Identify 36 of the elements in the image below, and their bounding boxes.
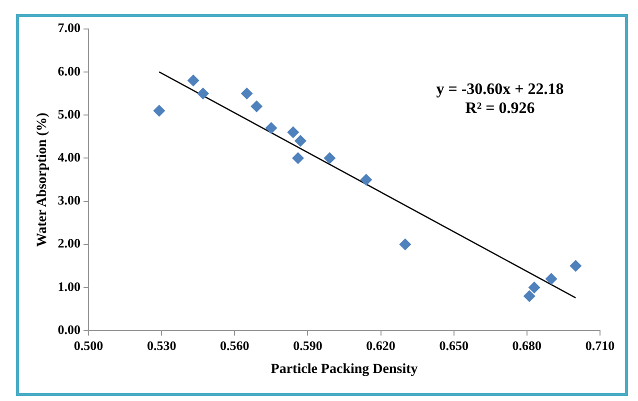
point <box>287 126 300 138</box>
point <box>250 100 263 112</box>
y-tick-label: 4.00 <box>58 150 81 164</box>
point <box>360 174 372 186</box>
point <box>265 122 278 134</box>
point <box>187 74 200 87</box>
point <box>292 152 304 164</box>
point <box>197 87 210 100</box>
annotation: R² = 0.926 <box>464 99 536 118</box>
y-tick-label: 0.00 <box>58 322 81 337</box>
point <box>570 260 582 272</box>
point <box>153 104 166 117</box>
x-tick-label: 0.530 <box>146 338 176 353</box>
y-tick-label: 7.00 <box>58 20 81 36</box>
point <box>240 87 253 100</box>
point <box>324 152 336 164</box>
x-tick-label: 0.620 <box>366 338 396 353</box>
x-tick-label: 0.560 <box>220 338 250 353</box>
x-tick-label: 0.590 <box>293 338 322 353</box>
x-tick-label: 0.500 <box>74 338 104 353</box>
point <box>294 134 306 147</box>
point <box>399 238 412 250</box>
point <box>528 281 540 294</box>
y-tick-label: 5.00 <box>58 106 81 122</box>
y-tick-label: 3.00 <box>58 192 81 208</box>
x-tick-label: 0.680 <box>512 338 542 353</box>
annotation: y = -30.60x + 22.18 <box>435 80 565 99</box>
x-tick-label: 0.650 <box>439 338 468 353</box>
x-tick-label: 0.710 <box>585 338 615 353</box>
point <box>523 290 536 302</box>
x-axis-title: Particle Packing Density <box>270 362 418 378</box>
y-tick-label: 2.00 <box>58 236 81 251</box>
y-tick-label: 6.00 <box>58 63 81 78</box>
y-tick-label: 1.00 <box>58 278 81 294</box>
y-axis-title: Water Absorption (%) <box>35 112 50 247</box>
point <box>545 272 558 285</box>
